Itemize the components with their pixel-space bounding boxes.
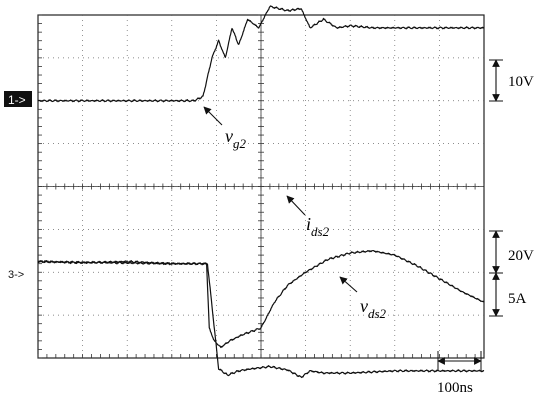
time-scale-bar: 100ns xyxy=(437,351,482,396)
annotation-vg2-sub: g2 xyxy=(233,136,247,151)
svg-text:vds2: vds2 xyxy=(360,296,387,321)
scale-label-10v: 10V xyxy=(508,74,534,90)
annotation-vds2-main: v xyxy=(360,296,368,316)
scale-label-20v: 20V xyxy=(508,248,534,264)
scale-bar-ch3: 20V 5A xyxy=(489,230,534,317)
svg-text:ids2: ids2 xyxy=(306,214,330,239)
annotation-vg2: vg2 xyxy=(203,106,247,151)
time-scale-label: 100ns xyxy=(437,380,473,396)
channel1-marker: 1-> xyxy=(4,91,32,107)
annotation-vds2: vds2 xyxy=(339,276,387,321)
scale-label-5a: 5A xyxy=(508,291,527,307)
svg-text:vg2: vg2 xyxy=(225,126,247,151)
scale-bar-ch1: 10V xyxy=(489,59,534,102)
annotation-ids2-sub: ds2 xyxy=(311,224,330,239)
annotation-ids2-main: i xyxy=(306,214,311,234)
annotation-ids2: ids2 xyxy=(286,195,330,239)
trace-group xyxy=(37,5,485,379)
annotation-vg2-main: v xyxy=(225,126,233,146)
trace-vds2 xyxy=(37,260,485,379)
annotation-vds2-sub: ds2 xyxy=(368,306,387,321)
scope-grid xyxy=(37,14,485,359)
channel1-marker-label: 1-> xyxy=(8,93,26,107)
trace-vg2 xyxy=(37,5,485,103)
channel3-marker-label: 3-> xyxy=(8,269,24,281)
channel3-marker: 3-> xyxy=(8,269,24,281)
